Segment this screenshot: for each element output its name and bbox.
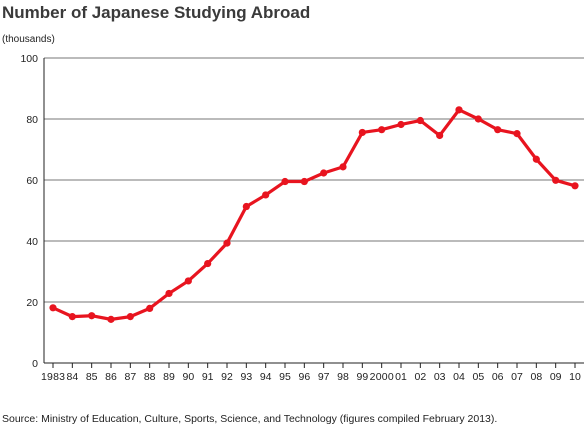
y-tick-labels: 0 20 40 60 80 100	[20, 53, 38, 370]
x-tick-label-2000: 2000	[370, 371, 394, 383]
y-tick-label-60: 60	[26, 175, 38, 187]
x-tick-label-02: 02	[414, 371, 426, 383]
y-axis-unit-label: (thousands)	[2, 34, 55, 45]
y-tick-label-40: 40	[26, 236, 38, 248]
data-point-85	[88, 312, 96, 320]
data-point-10	[571, 182, 579, 190]
data-point-87	[126, 313, 134, 321]
data-point-99	[358, 128, 366, 137]
data-point-01	[397, 120, 405, 129]
data-point-93	[242, 202, 250, 211]
x-tick-label-93: 93	[240, 371, 252, 383]
x-tick-label-97: 97	[318, 371, 330, 383]
x-tick-label-10: 10	[569, 371, 581, 383]
data-point-90	[184, 277, 192, 285]
x-tick-label-1983: 1983	[41, 371, 65, 383]
data-point-96	[300, 177, 308, 186]
x-tick-label-05: 05	[472, 371, 484, 383]
source-note: Source: Ministry of Education, Culture, …	[2, 413, 498, 425]
data-point-03	[436, 131, 444, 140]
x-tick-label-06: 06	[492, 371, 504, 383]
data-point-95	[281, 177, 289, 186]
data-point-91	[204, 259, 212, 268]
data-point-05	[474, 115, 482, 123]
y-tick-label-80: 80	[26, 114, 38, 126]
data-point-89	[165, 289, 173, 298]
x-tick-label-96: 96	[298, 371, 310, 383]
data-point-84	[68, 313, 76, 321]
data-point-88	[146, 304, 154, 313]
x-tick-label-09: 09	[550, 371, 562, 383]
data-point-97	[320, 169, 328, 177]
x-tick-label-95: 95	[279, 371, 291, 383]
x-tick-label-08: 08	[530, 371, 542, 383]
y-tick-label-100: 100	[20, 53, 38, 65]
data-point-94	[262, 191, 270, 199]
data-point-2000	[378, 126, 386, 134]
data-point-09	[552, 176, 560, 184]
x-tick-label-87: 87	[124, 371, 136, 383]
series-line-0	[51, 108, 577, 321]
x-tick-label-04: 04	[453, 371, 465, 383]
data-point-04	[455, 106, 463, 114]
x-tick-label-01: 01	[395, 371, 407, 383]
chart-title: Number of Japanese Studying Abroad	[2, 3, 311, 22]
data-point-92	[223, 239, 231, 247]
x-tick-label-03: 03	[434, 371, 446, 383]
gridlines	[44, 57, 584, 303]
y-tick-label-0: 0	[32, 358, 38, 370]
x-tick-label-91: 91	[202, 371, 214, 383]
data-point-98	[339, 163, 347, 171]
data-point-06	[494, 126, 502, 134]
x-tick-label-90: 90	[182, 371, 194, 383]
data-point-86	[107, 315, 115, 323]
data-series	[49, 106, 579, 323]
axes	[43, 58, 584, 368]
x-tick-label-98: 98	[337, 371, 349, 383]
x-tick-label-99: 99	[356, 371, 368, 383]
x-tick-label-92: 92	[221, 371, 233, 383]
x-tick-label-85: 85	[86, 371, 98, 383]
data-point-08	[532, 155, 540, 163]
data-point-1983	[49, 304, 57, 312]
x-tick-label-88: 88	[144, 371, 156, 383]
y-tick-label-20: 20	[26, 297, 38, 309]
x-tick-labels: 1983 84 85 86 87 88 89 90 91 92 93 94 95 96 97 98 99 2000…	[41, 371, 581, 383]
data-point-07	[513, 130, 521, 138]
x-tick-label-86: 86	[105, 371, 117, 383]
x-tick-label-84: 84	[66, 371, 78, 383]
data-point-02	[416, 116, 424, 125]
x-tick-label-94: 94	[260, 371, 272, 383]
x-tick-label-89: 89	[163, 371, 175, 383]
x-tick-label-07: 07	[511, 371, 523, 383]
